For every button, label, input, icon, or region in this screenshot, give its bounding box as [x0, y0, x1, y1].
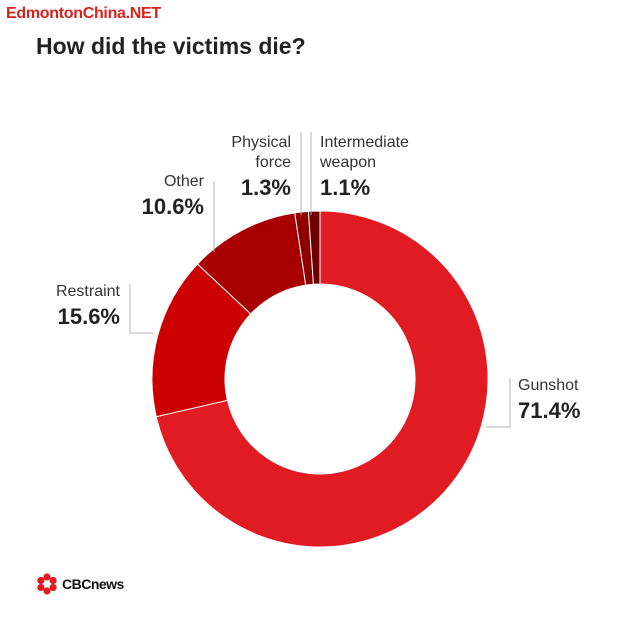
- slice-gunshot: [155, 210, 489, 548]
- donut-slices: [151, 210, 489, 548]
- value-label-physical-force: 1.3%: [241, 175, 291, 200]
- leader-lines: [129, 132, 511, 428]
- value-label-restraint: 15.6%: [58, 304, 120, 329]
- slice-labels: Gunshot 71.4% Restraint 15.6% Other 10.6% Phys…: [56, 134, 580, 423]
- slice-intermediate-weapon: [307, 210, 321, 285]
- chart-title: How did the victims die?: [36, 33, 306, 59]
- cbc-gem-icon: [37, 573, 57, 595]
- value-label-other: 10.6%: [142, 194, 204, 219]
- category-label-intermediate-weapon-line-1: Intermediate: [320, 134, 409, 151]
- category-label-gunshot: Gunshot: [518, 377, 579, 394]
- leader-line-restraint: [129, 284, 153, 334]
- value-label-gunshot: 71.4%: [518, 398, 580, 423]
- category-label-restraint: Restraint: [56, 283, 121, 300]
- brand-text: CBCnews: [62, 576, 124, 592]
- value-label-intermediate-weapon: 1.1%: [320, 175, 370, 200]
- category-label-intermediate-weapon-line-2: weapon: [319, 154, 376, 171]
- leader-line-gunshot: [486, 378, 511, 428]
- watermark: EdmontonChina.NET: [6, 5, 161, 22]
- category-label-physical-force-line-1: Physical: [231, 134, 291, 151]
- category-label-physical-force-line-2: force: [255, 154, 291, 171]
- cbc-news-logo: CBCnews: [36, 573, 124, 595]
- category-label-other: Other: [164, 173, 205, 190]
